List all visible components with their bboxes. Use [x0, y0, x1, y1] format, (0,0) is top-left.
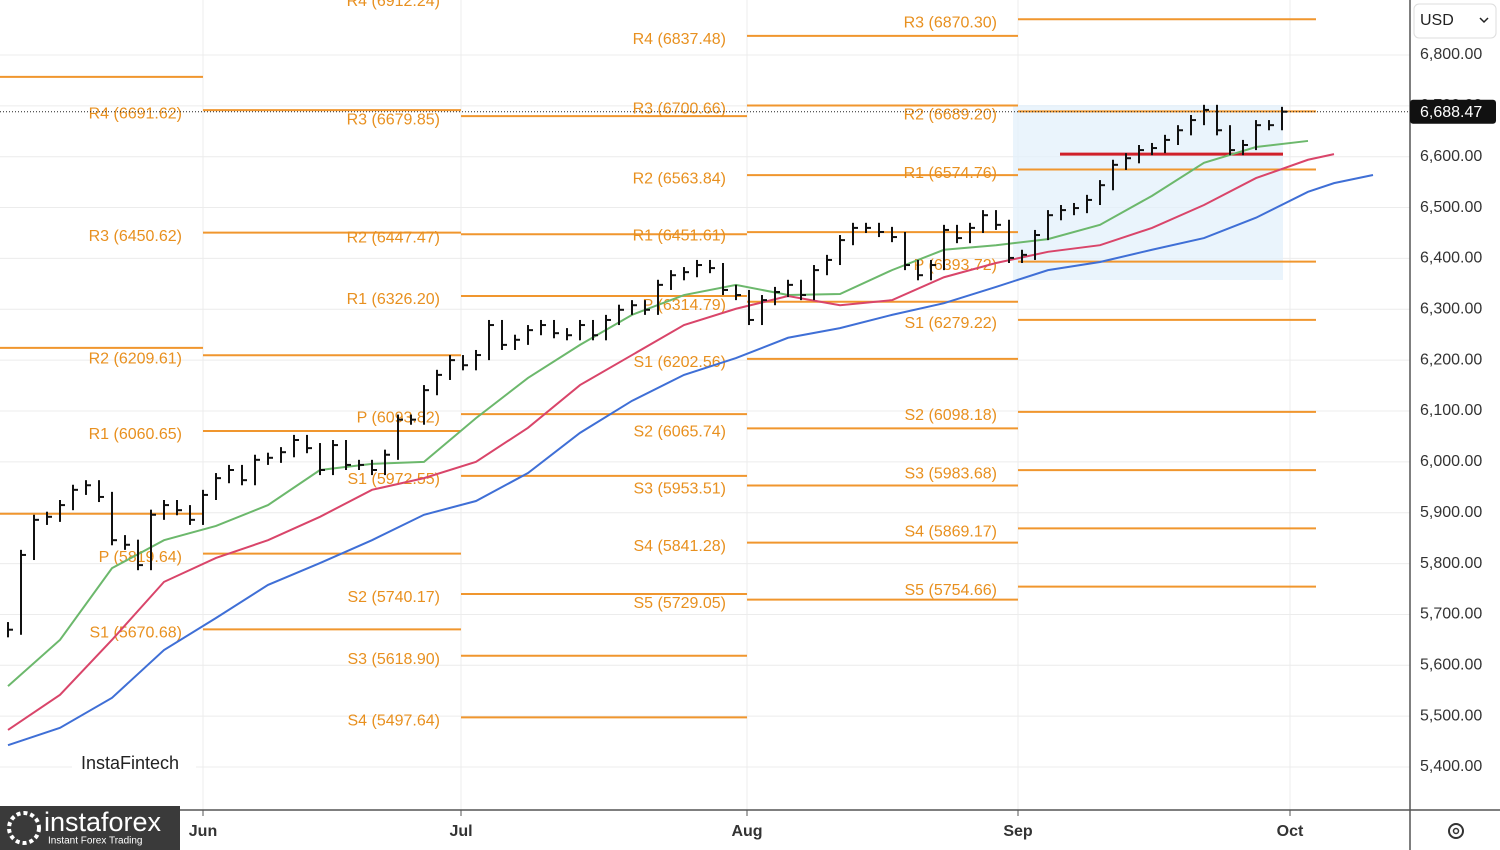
pivot-label: S4 (5497.64) [347, 713, 440, 730]
pivot-label: S1 (6279.22) [904, 315, 997, 332]
y-tick-label: 6,500.00 [1420, 199, 1482, 216]
y-tick-label: 6,800.00 [1420, 46, 1482, 63]
settings-gear-center[interactable] [1452, 827, 1460, 835]
moving-average [7, 153, 1335, 731]
pivot-label: R4 (6837.48) [633, 31, 726, 48]
y-tick-label: 5,500.00 [1420, 707, 1482, 724]
logo-icon [7, 811, 41, 845]
last-price-label: 6,688.47 [1420, 104, 1482, 121]
pivot-label: S3 (5618.90) [347, 651, 440, 668]
pivot-label: R2 (6209.61) [89, 350, 182, 367]
y-tick-label: 6,300.00 [1420, 300, 1482, 317]
pivot-label: R1 (6326.20) [347, 291, 440, 308]
watermark-box [72, 725, 196, 800]
pivot-label: R3 (6700.66) [633, 101, 726, 118]
y-tick-label: 5,900.00 [1420, 504, 1482, 521]
y-tick-label: 6,000.00 [1420, 453, 1482, 470]
pivot-label: S2 (5740.17) [347, 589, 440, 606]
pivot-label: R3 (6450.62) [89, 228, 182, 245]
dropdown-arrow [1479, 17, 1489, 24]
watermark: InstaFintech [81, 753, 179, 773]
y-tick-label: 5,800.00 [1420, 555, 1482, 572]
pivot-label: S4 (5869.17) [904, 524, 997, 541]
moving-average [7, 174, 1374, 747]
pivot-label: S5 (5729.05) [633, 595, 726, 612]
currency[interactable]: USD [1420, 12, 1454, 29]
logo-name: instaforex [44, 807, 162, 837]
pivot-label: R3 (6679.85) [347, 111, 440, 128]
logo-tagline: Instant Forex Trading [48, 836, 143, 847]
pivot-label: S2 (6065.74) [633, 424, 726, 441]
x-tick-label: Oct [1277, 823, 1304, 840]
x-tick-label: Sep [1003, 823, 1033, 840]
x-tick-label: Aug [731, 823, 762, 840]
pivot-label: P (6393.72) [914, 257, 997, 274]
pivot-label: R2 (6689.20) [904, 107, 997, 124]
pivot-label: S1 (6202.56) [633, 354, 726, 371]
y-tick-label: 6,200.00 [1420, 351, 1482, 368]
pivot-label: R1 (6451.61) [633, 227, 726, 244]
x-tick-label: Jul [449, 823, 472, 840]
pivot-label: P (5819.64) [99, 549, 182, 566]
price-bars [7, 104, 1287, 638]
pivot-label: R4 (6691.62) [89, 105, 182, 122]
y-tick-label: 5,400.00 [1420, 758, 1482, 775]
pivot-label: S4 (5841.28) [633, 538, 726, 555]
pivot-label: R1 (6060.65) [89, 426, 182, 443]
pivot-label: R3 (6870.30) [904, 14, 997, 31]
pivot-label: P (6314.79) [643, 297, 726, 314]
pivot-label: R2 (6447.47) [347, 229, 440, 246]
y-tick-label: 5,700.00 [1420, 606, 1482, 623]
pivot-label: S1 (5972.55) [347, 471, 440, 488]
pivot-label: S3 (5983.68) [904, 465, 997, 482]
pivot-label: S2 (6098.18) [904, 407, 997, 424]
pivot-label: S1 (5670.68) [89, 625, 182, 642]
settings-gear[interactable] [1448, 823, 1464, 839]
pivot-label: S5 (5754.66) [904, 582, 997, 599]
y-tick-label: 6,400.00 [1420, 250, 1482, 267]
volume-profile-box [1013, 105, 1283, 280]
pivot-label: R2 (6563.84) [633, 170, 726, 187]
y-tick-label: 6,600.00 [1420, 148, 1482, 165]
y-tick-label: 5,600.00 [1420, 657, 1482, 674]
pivot-levels: R4 (6691.62) R3 (6450.62) R2 (6209.61) R1 (… [0, 0, 1316, 730]
currency-dropdown[interactable] [1413, 3, 1497, 39]
last-price-box [1410, 99, 1496, 124]
pivot-label: R4 (6912.24) [347, 0, 440, 10]
x-tick-label: Jun [189, 823, 217, 840]
y-tick-label: 6,100.00 [1420, 402, 1482, 419]
settings-icon[interactable] [1448, 823, 1464, 839]
pivot-label: S3 (5953.51) [633, 481, 726, 498]
pivot-label: R1 (6574.76) [904, 165, 997, 182]
